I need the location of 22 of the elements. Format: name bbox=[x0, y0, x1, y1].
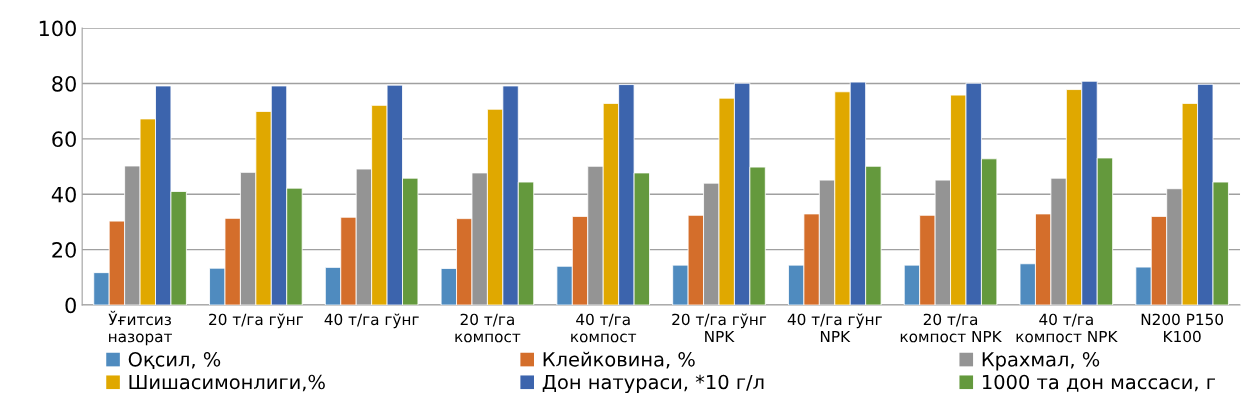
y-tick-label: 100 bbox=[39, 20, 76, 37]
x-tick-label: 40 т/га компост NPK bbox=[1016, 313, 1118, 343]
x-tick-label: 40 т/га гўнг bbox=[324, 313, 419, 329]
y-tick-label: 20 bbox=[52, 242, 76, 258]
x-tick-label: 20 т/га гўнг NPK bbox=[672, 313, 767, 343]
legend-label: Шишасимонлиги,% bbox=[129, 374, 325, 392]
y-tick-label: 60 bbox=[52, 131, 76, 148]
legend-label: Крахмал, % bbox=[982, 351, 1100, 371]
y-tick-label: 80 bbox=[52, 75, 76, 92]
legend-label: Оқсил, % bbox=[128, 351, 221, 370]
x-tick-label: 20 т/га компост NPK bbox=[900, 313, 1002, 343]
legend-label: Клейковина, % bbox=[543, 351, 695, 369]
legend-label: Дон натураси, *10 г/л bbox=[542, 374, 764, 394]
x-tick-label: 20 т/га гўнг bbox=[209, 313, 303, 329]
x-tick-label: Ўғитсиз назорат bbox=[108, 310, 173, 346]
legend-label: 1000 та дон массаси, г bbox=[982, 374, 1215, 392]
x-tick-label: N200 P150 K100 bbox=[1141, 313, 1224, 343]
x-tick-label: 40 т/га компост bbox=[571, 313, 637, 343]
x-tick-label: 40 т/га гўнг NPK bbox=[787, 313, 882, 343]
y-tick-label: 0 bbox=[65, 297, 76, 314]
x-tick-label: 20 т/га компост bbox=[455, 313, 521, 343]
y-tick-label: 40 bbox=[51, 186, 76, 203]
